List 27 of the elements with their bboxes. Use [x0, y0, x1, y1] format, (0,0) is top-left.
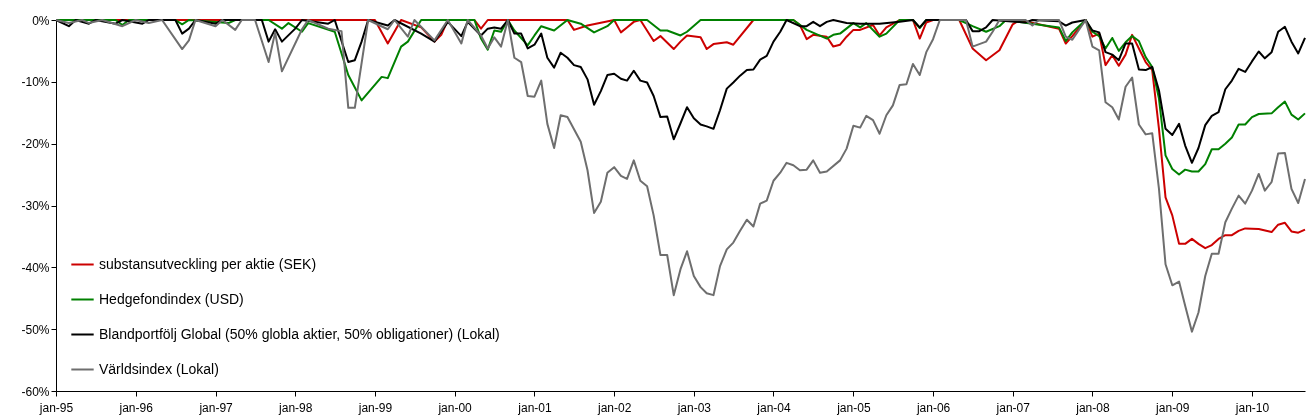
legend-label: Världsindex (Lokal)	[99, 360, 219, 377]
x-tick-label: jan-06	[915, 400, 951, 415]
y-tick-label: -40%	[21, 260, 50, 275]
x-tick-label: jan-02	[596, 400, 632, 415]
x-tick-label: jan-97	[198, 400, 234, 415]
y-tick-label: 0%	[32, 13, 50, 28]
x-tick-label: jan-04	[756, 400, 791, 415]
x-tick-label: jan-08	[1075, 400, 1110, 415]
legend-label: Hedgefondindex (USD)	[99, 290, 244, 307]
x-tick-label: jan-95	[38, 400, 74, 415]
x-tick-label: jan-99	[357, 400, 393, 415]
x-tick-label: jan-03	[676, 400, 712, 415]
legend-label: substansutveckling per aktie (SEK)	[99, 255, 317, 272]
y-tick-label: -20%	[21, 137, 50, 152]
x-tick-label: jan-05	[836, 400, 871, 415]
y-tick-label: -60%	[21, 384, 50, 399]
x-tick-label: jan-01	[517, 400, 552, 415]
x-tick-label: jan-96	[118, 400, 154, 415]
y-tick-label: -50%	[21, 322, 50, 337]
x-tick-label: jan-09	[1155, 400, 1190, 415]
y-tick-label: -30%	[21, 199, 50, 213]
x-tick-label: jan-00	[437, 400, 473, 415]
legend-label: Blandportfölj Global (50% globla aktier, 50% obligationer) (Lokal)	[99, 325, 500, 342]
y-tick-label: -10%	[21, 75, 50, 90]
x-tick-label: jan-98	[278, 400, 313, 415]
x-tick-label: jan-07	[995, 400, 1031, 415]
x-tick-label: jan-10	[1234, 400, 1270, 415]
